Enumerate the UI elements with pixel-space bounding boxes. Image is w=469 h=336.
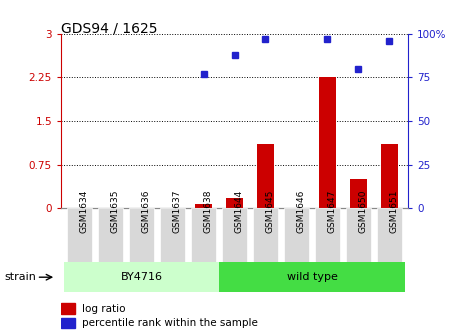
FancyBboxPatch shape [219, 262, 405, 292]
Text: GSM1645: GSM1645 [265, 189, 274, 233]
Bar [61, 303, 75, 314]
Bar [226, 198, 243, 208]
Text: GSM1646: GSM1646 [296, 189, 305, 233]
Text: GSM1635: GSM1635 [111, 189, 120, 233]
Text: GSM1638: GSM1638 [204, 189, 212, 233]
Text: GSM1636: GSM1636 [142, 189, 151, 233]
FancyBboxPatch shape [284, 208, 309, 262]
FancyBboxPatch shape [222, 208, 247, 262]
Text: wild type: wild type [287, 272, 337, 282]
Text: GSM1651: GSM1651 [389, 189, 399, 233]
FancyBboxPatch shape [377, 208, 402, 262]
Bar [257, 144, 274, 208]
FancyBboxPatch shape [160, 208, 185, 262]
FancyBboxPatch shape [191, 208, 216, 262]
Text: GDS94 / 1625: GDS94 / 1625 [61, 22, 158, 36]
FancyBboxPatch shape [129, 208, 154, 262]
Bar [381, 144, 398, 208]
Text: GSM1650: GSM1650 [358, 189, 367, 233]
Bar [319, 77, 336, 208]
Text: GSM1647: GSM1647 [327, 189, 336, 233]
FancyBboxPatch shape [253, 208, 278, 262]
Bar [350, 179, 367, 208]
Bar [195, 204, 212, 208]
FancyBboxPatch shape [346, 208, 371, 262]
FancyBboxPatch shape [98, 208, 123, 262]
FancyBboxPatch shape [64, 262, 219, 292]
Text: strain: strain [5, 272, 37, 282]
Text: percentile rank within the sample: percentile rank within the sample [82, 318, 257, 328]
Text: GSM1637: GSM1637 [173, 189, 182, 233]
Text: BY4716: BY4716 [121, 272, 163, 282]
Text: log ratio: log ratio [82, 304, 125, 314]
Text: GSM1644: GSM1644 [234, 190, 243, 233]
FancyBboxPatch shape [315, 208, 340, 262]
FancyBboxPatch shape [67, 208, 92, 262]
Text: GSM1634: GSM1634 [80, 189, 89, 233]
Bar [61, 318, 75, 329]
